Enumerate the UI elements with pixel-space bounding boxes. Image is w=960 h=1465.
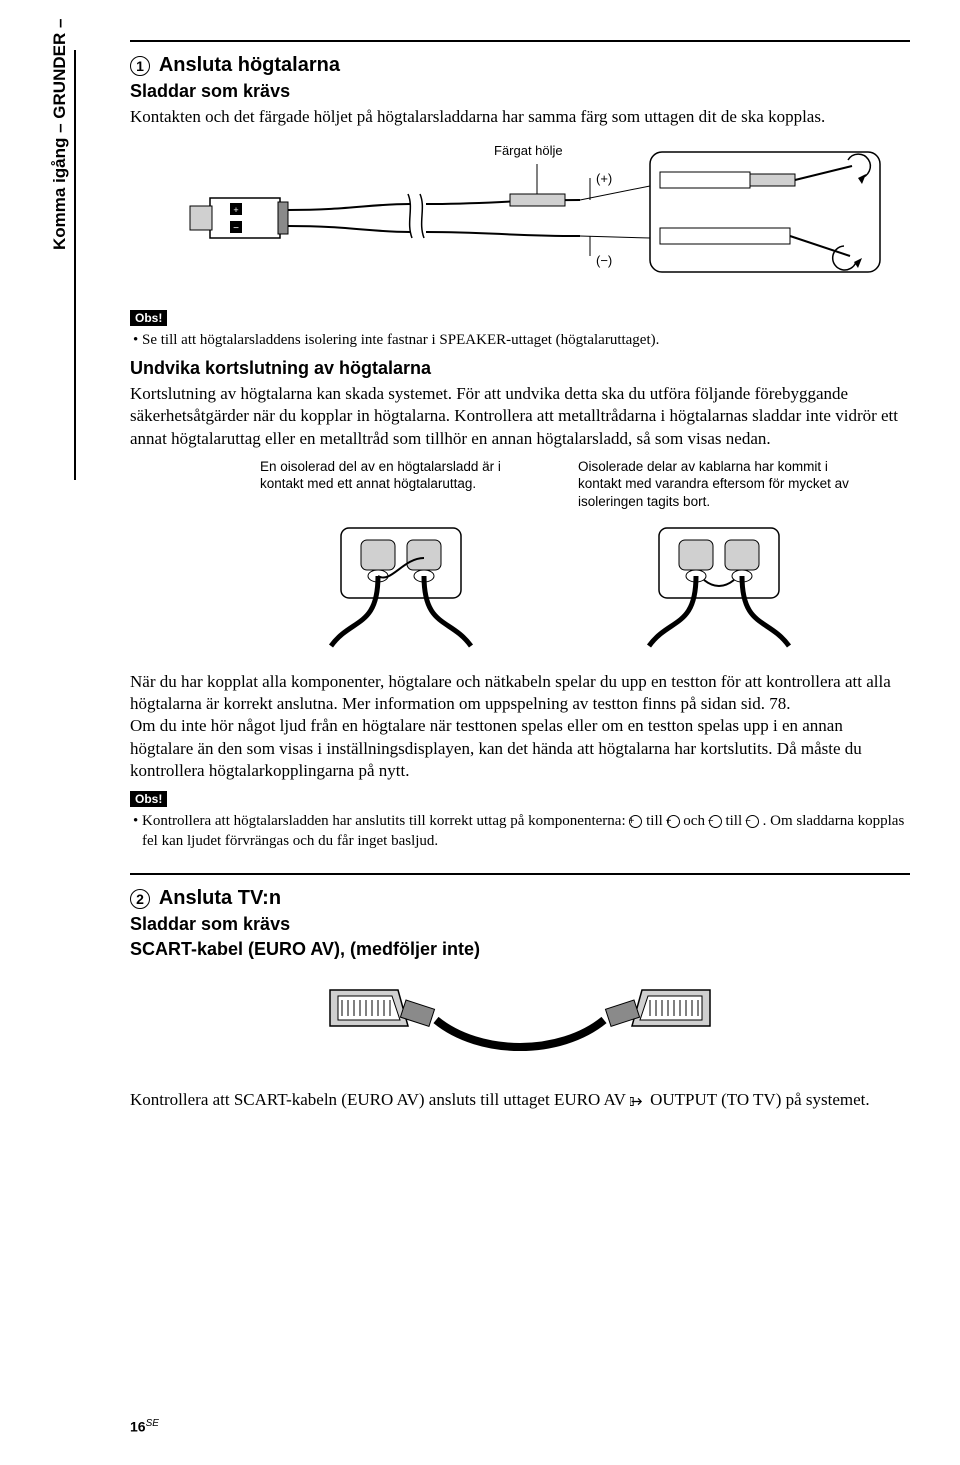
svg-text:+: + — [233, 205, 238, 215]
minus-icon: − — [709, 815, 722, 828]
minus-icon: − — [746, 815, 759, 828]
plus-icon: + — [667, 815, 680, 828]
section1-subtitle: Sladdar som krävs — [130, 81, 910, 102]
page-number: 16SE — [130, 1418, 159, 1435]
plus-icon: + — [629, 815, 642, 828]
caption-right: Oisolerade delar av kablarna har kommit … — [578, 458, 860, 511]
rule-mid — [130, 873, 910, 875]
minus-label: (−) — [596, 253, 612, 268]
obs1-bullet: • Se till att högtalarsladdens isolering… — [130, 330, 910, 350]
caption-left: En oisolerad del av en högtalarsladd är … — [260, 458, 542, 511]
page-content: 1 Ansluta högtalarna Sladdar som krävs K… — [130, 40, 910, 1119]
rule-top — [130, 40, 910, 42]
sidebar-label: Komma igång – GRUNDER – — [50, 19, 70, 250]
section2-title: Ansluta TV:n — [159, 887, 281, 909]
terminal-figure-left — [291, 518, 511, 648]
sheath-label: Färgat hölje — [494, 143, 563, 158]
step-number-1: 1 — [130, 56, 150, 76]
step-number-2: 2 — [130, 889, 150, 909]
short-circuit-heading: Undvika kortslutning av högtalarna — [130, 358, 910, 379]
obs-badge-1: Obs! — [130, 310, 167, 326]
section1-title: Ansluta högtalarna — [159, 54, 340, 76]
plus-label: (+) — [596, 171, 612, 186]
short-circuit-body: Kortslutning av högtalarna kan skada sys… — [130, 383, 910, 449]
section2-heading: 2 Ansluta TV:n — [130, 887, 910, 910]
section1-heading: 1 Ansluta högtalarna — [130, 54, 910, 77]
obs-badge-2: Obs! — [130, 791, 167, 807]
terminal-figure-right — [609, 518, 829, 648]
speaker-cable-figure: + − — [130, 138, 910, 293]
scart-figure — [130, 968, 910, 1073]
testtone-paragraph: När du har kopplat alla komponenter, hög… — [130, 671, 910, 781]
section1-intro: Kontakten och det färgade höljet på högt… — [130, 106, 910, 128]
scart-label: SCART-kabel (EURO AV), (medföljer inte) — [130, 939, 910, 960]
section2-subtitle: Sladdar som krävs — [130, 914, 910, 935]
obs2-bullet: • Kontrollera att högtalarsladden har an… — [130, 811, 910, 852]
svg-text:−: − — [233, 223, 239, 234]
terminal-figures — [260, 518, 860, 653]
output-arrow-icon — [630, 1096, 646, 1107]
section2-body: Kontrollera att SCART-kabeln (EURO AV) a… — [130, 1089, 910, 1111]
